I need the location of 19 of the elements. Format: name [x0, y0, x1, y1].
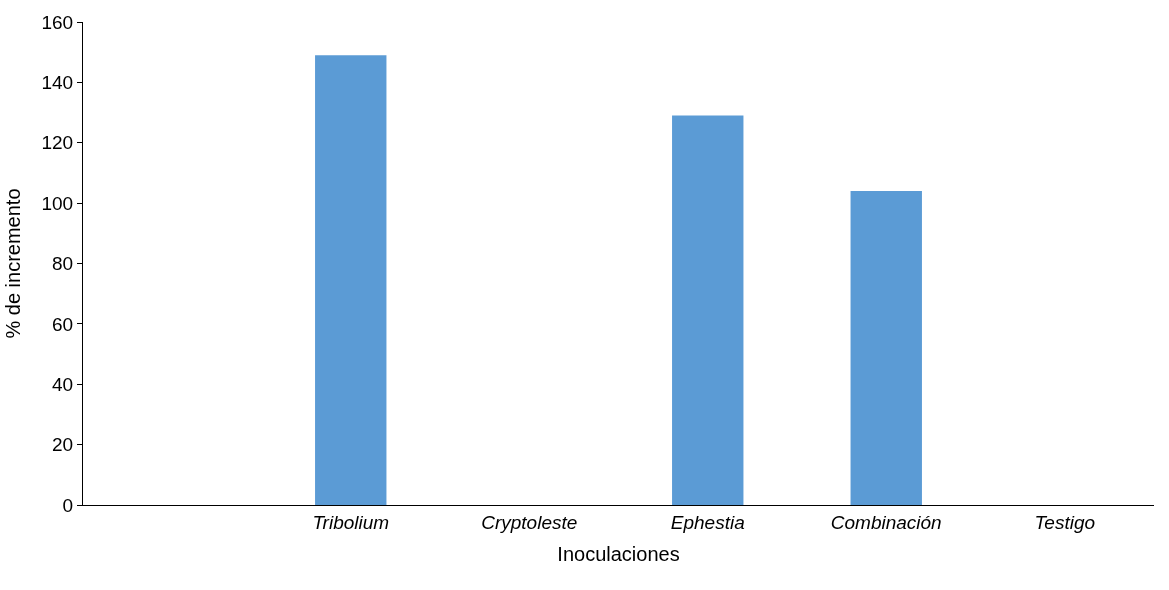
x-tick-label: Cryptoleste: [481, 511, 578, 533]
y-axis-title: % de incremento: [2, 188, 24, 339]
y-tick-label: 100: [41, 192, 74, 214]
y-tick-label: 0: [62, 494, 74, 516]
x-tick-label: Tribolium: [312, 511, 390, 533]
x-tick-label: Testigo: [1034, 511, 1096, 533]
bar: [850, 191, 922, 505]
y-tick-label: 160: [41, 11, 74, 33]
x-tick-label: Combinación: [830, 511, 942, 533]
y-tick-label: 60: [52, 313, 74, 335]
x-axis-title: Inoculaciones: [557, 543, 680, 566]
x-tick-label: Ephestia: [670, 511, 745, 533]
bar: [315, 55, 387, 505]
y-tick-label: 80: [52, 253, 74, 275]
y-tick-label: 140: [41, 72, 74, 94]
y-tick-label: 20: [52, 434, 74, 456]
y-tick-label: 40: [52, 373, 74, 395]
y-tick-label: 120: [41, 132, 74, 154]
bar: [672, 115, 744, 505]
